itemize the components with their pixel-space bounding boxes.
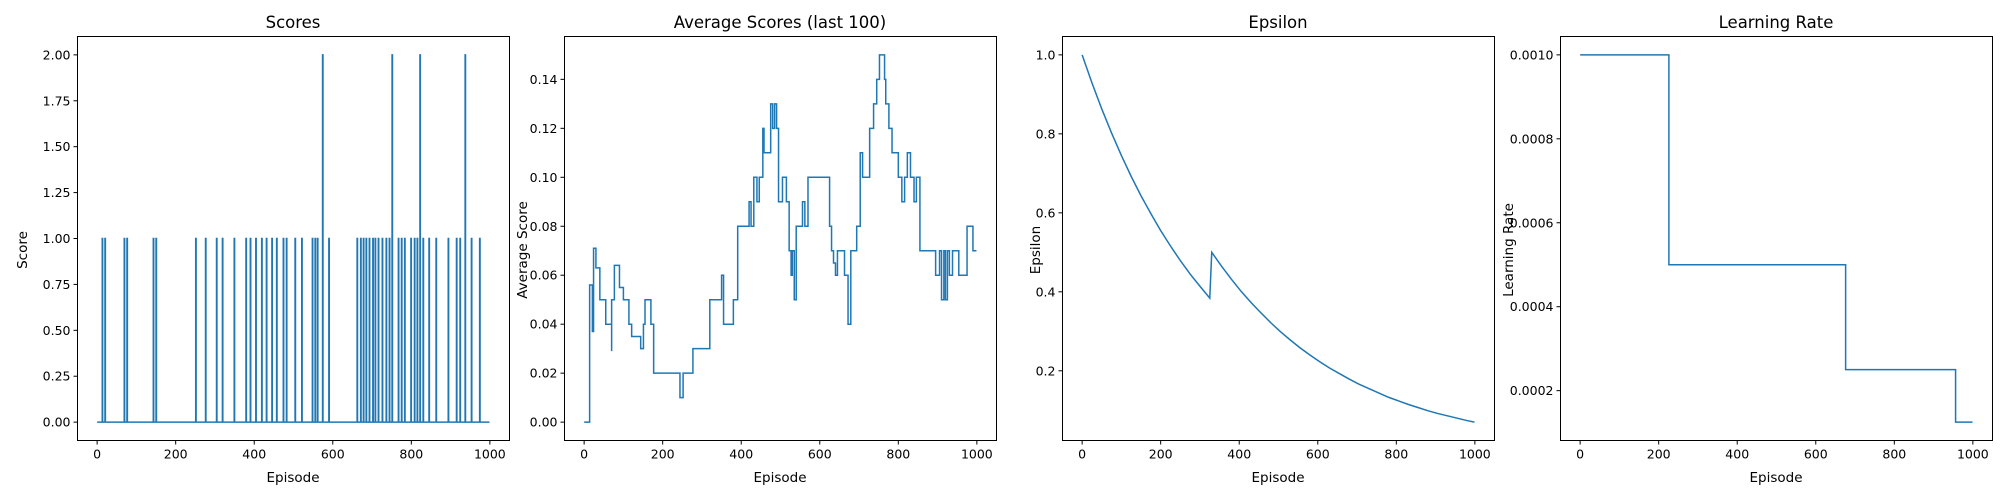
scores-ytick-label: 0.75 [43,277,71,292]
subplot-scores-ylabel: Score [15,231,31,269]
average-scores-ytick-label: 0.04 [530,317,558,332]
subplot-epsilon-ticks: 0 200 400 600 800 1000 0.2 0.4 0.6 0.8 1.0 [1036,47,1491,461]
scores-xtick-label: 600 [321,447,345,462]
epsilon-xtick-label: 0 [1078,447,1086,462]
average-scores-ytick-label: 0.10 [530,170,558,185]
scores-series-line [97,54,490,423]
scores-ytick-label: 1.75 [43,93,71,108]
subplot-epsilon: Epsilon Episode Epsilon 0 200 400 600 800 100… [1028,13,1495,486]
average-scores-series-line [584,54,977,423]
subplot-scores: Scores Episode Score 0 200 400 600 800 1000 0.… [15,13,510,486]
average-scores-xtick-label: 600 [808,447,832,462]
scores-xtick-label: 200 [164,447,188,462]
scores-ytick-label: 1.00 [43,231,71,246]
scores-xtick-label: 0 [93,447,101,462]
average-scores-xtick-label: 800 [886,447,910,462]
subplot-learning-rate-frame [1560,36,1993,441]
epsilon-ytick-label: 0.6 [1036,205,1056,220]
epsilon-ytick-label: 1.0 [1036,47,1056,62]
subplot-average-scores-plot [584,54,977,423]
scores-ytick-label: 0.50 [43,323,71,338]
learning-rate-ytick-label: 0.0004 [1510,299,1554,314]
subplot-scores-title: Scores [266,13,321,32]
scores-xtick-label: 800 [399,447,423,462]
scores-ytick-label: 0.00 [43,415,71,430]
learning-rate-ytick-label: 0.0002 [1510,383,1554,398]
learning-rate-xtick-label: 0 [1576,447,1584,462]
learning-rate-ytick-label: 0.0006 [1510,215,1554,230]
scores-ytick-label: 1.50 [43,139,71,154]
average-scores-xtick-label: 0 [580,447,588,462]
subplot-epsilon-title: Epsilon [1248,13,1307,32]
subplot-epsilon-frame [1062,36,1495,441]
scores-xtick-label: 400 [242,447,266,462]
scores-xtick-label: 1000 [474,447,506,462]
average-scores-xtick-label: 1000 [961,447,993,462]
subplot-scores-xlabel: Episode [266,470,319,486]
average-scores-ytick-label: 0.00 [530,415,558,430]
learning-rate-ytick-label: 0.0010 [1510,47,1554,62]
learning-rate-xtick-label: 400 [1725,447,1749,462]
subplot-epsilon-plot [1081,54,1475,423]
average-scores-ytick-label: 0.06 [530,268,558,283]
epsilon-ytick-label: 0.2 [1036,363,1056,378]
subplot-epsilon-ylabel: Epsilon [1028,226,1044,274]
learning-rate-xtick-label: 1000 [1957,447,1989,462]
subplot-learning-rate-ylabel: Learning Rate [1501,203,1517,297]
subplot-learning-rate-xlabel: Episode [1749,470,1802,486]
subplot-epsilon-xlabel: Episode [1251,470,1304,486]
epsilon-xtick-label: 400 [1227,447,1251,462]
subplot-average-scores: Average Scores (last 100) Episode Averag… [515,13,997,486]
scores-ytick-label: 0.25 [43,369,71,384]
learning-rate-xtick-label: 200 [1647,447,1671,462]
scores-ytick-label: 2.00 [43,47,71,62]
learning-rate-xtick-label: 800 [1882,447,1906,462]
subplot-average-scores-xlabel: Episode [753,470,806,486]
epsilon-series-line [1081,54,1475,423]
subplot-learning-rate: Learning Rate Episode Learning Rate 0 200… [1501,13,1993,486]
subplot-scores-ticks: 0 200 400 600 800 1000 0.00 0.25 0.50 0.75 1.00 1.2… [43,47,506,461]
average-scores-ytick-label: 0.02 [530,366,558,381]
subplot-average-scores-frame [564,36,997,441]
epsilon-xtick-label: 600 [1306,447,1330,462]
subplot-scores-frame [77,36,510,441]
scores-ytick-label: 1.25 [43,185,71,200]
average-scores-ytick-label: 0.14 [530,72,558,87]
epsilon-xtick-label: 800 [1384,447,1408,462]
subplot-learning-rate-title: Learning Rate [1719,13,1834,32]
average-scores-xtick-label: 200 [651,447,675,462]
subplot-average-scores-title: Average Scores (last 100) [674,13,886,32]
learning-rate-ytick-label: 0.0008 [1510,131,1554,146]
average-scores-ytick-label: 0.12 [530,121,558,136]
epsilon-ytick-label: 0.4 [1036,284,1056,299]
average-scores-xtick-label: 400 [729,447,753,462]
subplot-average-scores-ticks: 0 200 400 600 800 1000 0.00 0.02 0.04 0.06 0.08 0.1… [530,72,993,462]
epsilon-ytick-label: 0.8 [1036,126,1056,141]
epsilon-xtick-label: 200 [1149,447,1173,462]
learning-rate-series-line [1580,54,1973,423]
epsilon-xtick-label: 1000 [1459,447,1491,462]
average-scores-ytick-label: 0.08 [530,219,558,234]
subplot-learning-rate-ticks: 0 200 400 600 800 1000 0.0002 0.0004 0.0006 0.000… [1510,47,1989,461]
subplot-scores-plot [97,54,490,423]
learning-rate-xtick-label: 600 [1804,447,1828,462]
subplot-average-scores-ylabel: Average Score [515,201,531,299]
subplot-learning-rate-plot [1580,54,1973,423]
